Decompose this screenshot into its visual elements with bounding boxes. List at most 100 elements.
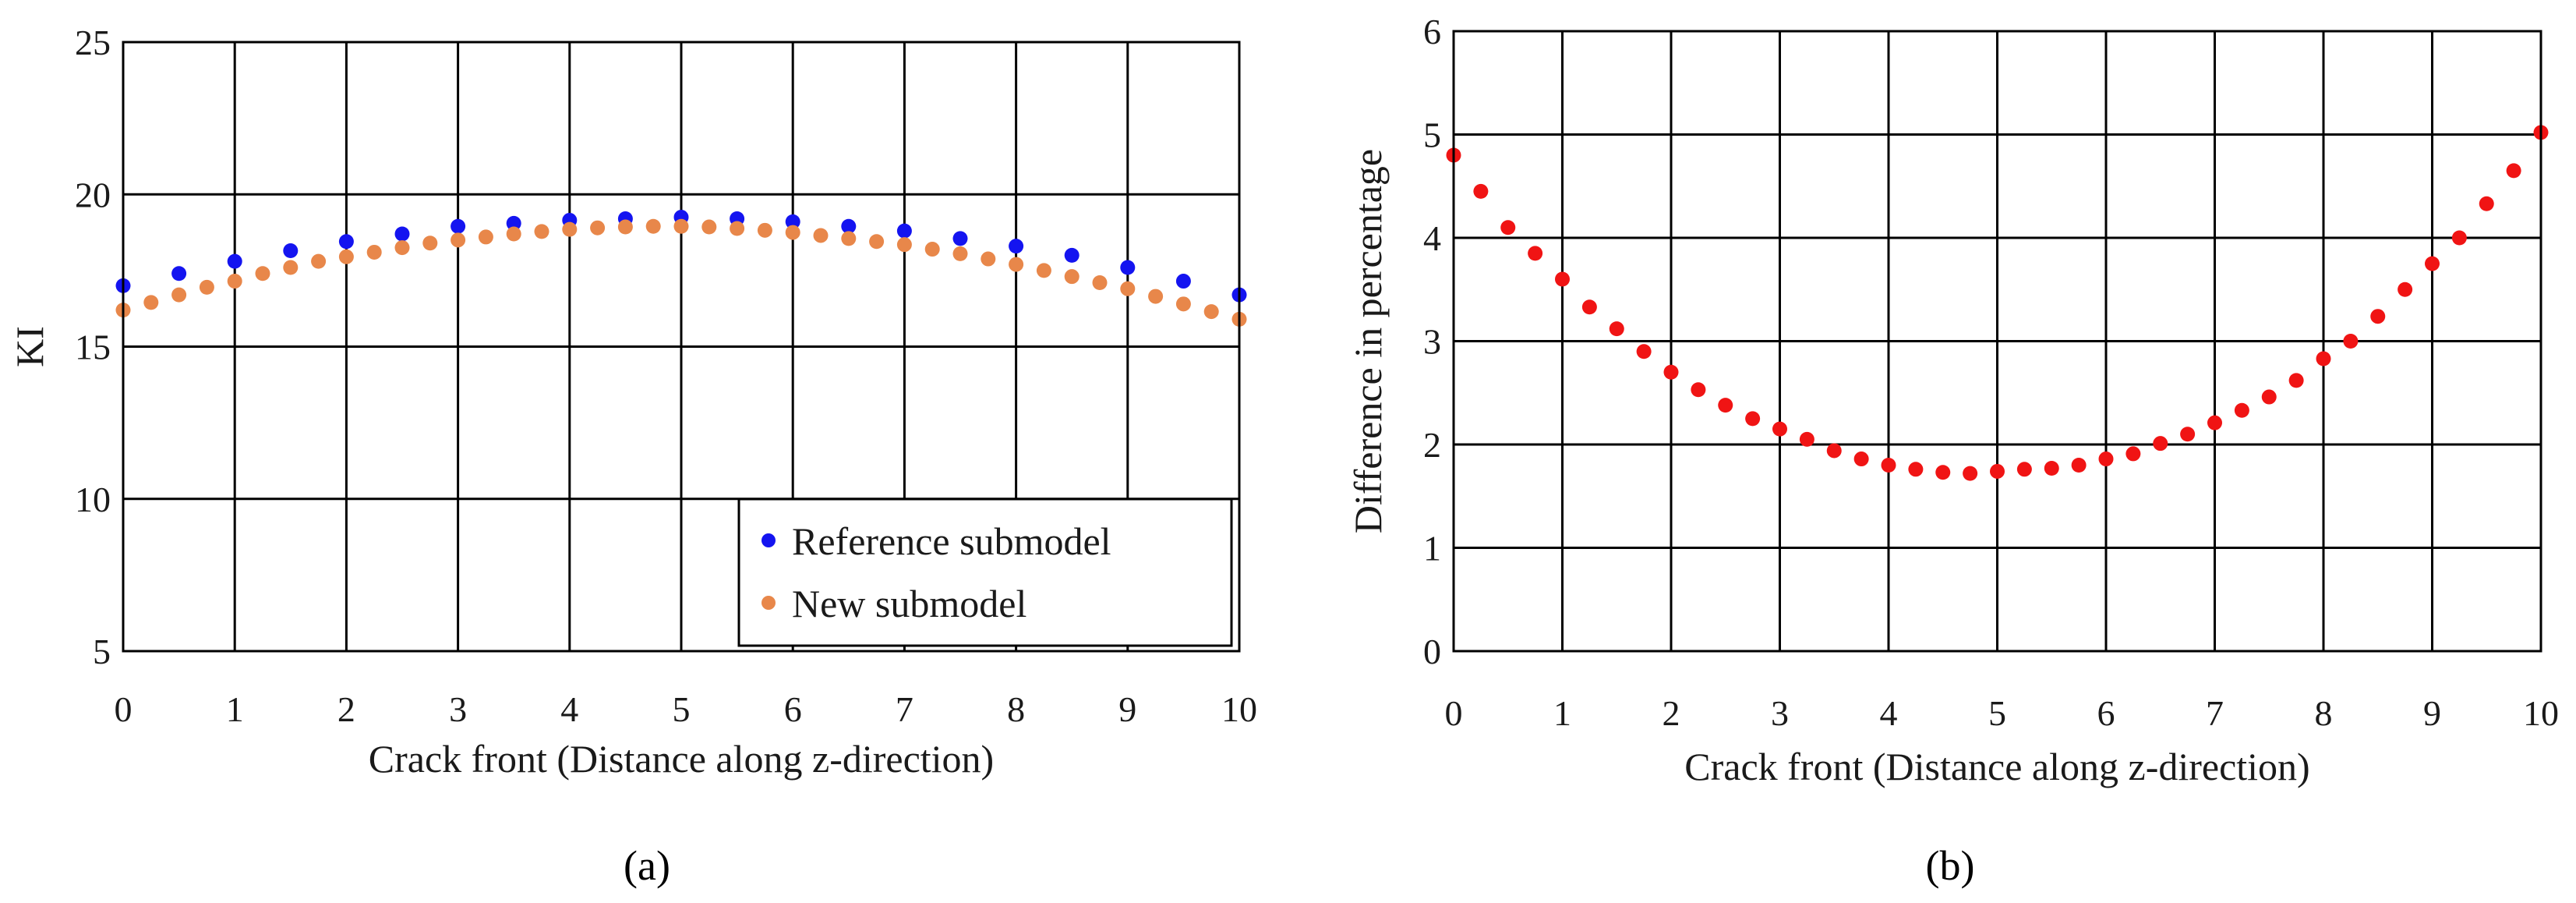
chart-b-point-difference xyxy=(2479,196,2494,211)
chart-b-point-difference xyxy=(2207,415,2222,430)
chart-b-point-difference xyxy=(2370,309,2386,324)
chart-b-point-difference xyxy=(1528,246,1543,261)
chart-b-y-tick-label: 5 xyxy=(1423,115,1441,155)
chart-a-point-new xyxy=(617,219,633,235)
chart-b-tick-labels: 0 1 2 3 4 5 6 7 8 9 10 0 1 2 3 4 5 6 xyxy=(1423,12,2559,733)
chart-b-x-tick-label: 0 xyxy=(1445,693,1463,733)
chart-a-legend: Reference submodel New submodel xyxy=(737,498,1233,647)
chart-b-point-difference xyxy=(1663,364,1679,380)
chart-a-point-new xyxy=(422,235,438,251)
chart-a-x-tick-label: 3 xyxy=(449,689,467,729)
chart-a-point-reference xyxy=(338,234,354,250)
chart-a-y-tick-label: 20 xyxy=(75,175,111,214)
chart-b-x-tick-label: 8 xyxy=(2315,693,2333,733)
chart-a-point-new xyxy=(1203,304,1219,320)
chart-a-point-reference xyxy=(952,231,968,246)
chart-b-point-difference xyxy=(1908,462,1924,477)
chart-a-point-new xyxy=(645,218,661,234)
chart-b-y-tick-label: 4 xyxy=(1423,218,1441,258)
chart-b-point-difference xyxy=(2153,436,2168,452)
chart-a-x-tick-label: 9 xyxy=(1118,689,1136,729)
chart-b-x-tick-label: 7 xyxy=(2206,693,2224,733)
chart-a-y-axis-title: KI xyxy=(8,326,51,367)
chart-a-point-reference xyxy=(1009,239,1024,254)
chart-a-x-tick-label: 0 xyxy=(115,689,133,729)
chart-a-point-new xyxy=(1175,296,1191,312)
chart-a-point-new xyxy=(451,232,466,248)
chart-a-y-tick-label: 5 xyxy=(93,632,111,671)
chart-a-tick-labels: 0 1 2 3 4 5 6 7 8 9 10 5 10 15 20 25 xyxy=(75,23,1257,729)
chart-b-y-tick-label: 0 xyxy=(1423,632,1441,671)
legend-label-new: New submodel xyxy=(792,582,1027,625)
chart-b-point-difference xyxy=(1826,443,1842,459)
chart-a-point-new xyxy=(701,219,717,235)
chart-a-point-new xyxy=(478,229,493,245)
chart-b: 0 1 2 3 4 5 6 7 8 9 10 0 1 2 3 4 5 6 Crack front (Distanc… xyxy=(1346,12,2559,889)
chart-b-panel-label: (b) xyxy=(1926,842,1975,889)
chart-b-x-tick-label: 6 xyxy=(2097,693,2115,733)
chart-b-x-tick-label: 4 xyxy=(1880,693,1898,733)
chart-a-x-tick-label: 7 xyxy=(896,689,913,729)
chart-a-x-tick-label: 6 xyxy=(784,689,802,729)
chart-b-x-tick-label: 3 xyxy=(1771,693,1789,733)
chart-a-y-tick-label: 10 xyxy=(75,480,111,519)
chart-a-x-tick-label: 5 xyxy=(673,689,691,729)
chart-b-point-difference xyxy=(1718,398,1733,413)
legend-label-reference: Reference submodel xyxy=(792,519,1111,563)
chart-b-x-tick-label: 9 xyxy=(2423,693,2441,733)
chart-b-point-difference xyxy=(2044,460,2059,476)
chart-a-x-tick-label: 8 xyxy=(1007,689,1025,729)
chart-b-point-difference xyxy=(2098,452,2114,467)
chart-b-x-axis-title: Crack front (Distance along z-direction) xyxy=(1684,745,2309,788)
chart-a-plot-frame xyxy=(122,41,1241,653)
chart-a-point-new xyxy=(673,218,689,234)
chart-a-point-new xyxy=(981,251,996,267)
chart-a-point-new xyxy=(590,220,606,235)
chart-a-point-new xyxy=(841,231,857,246)
chart-b-point-difference xyxy=(1609,321,1624,337)
chart-b-point-difference xyxy=(1581,299,1597,315)
chart-a-point-new xyxy=(283,260,299,275)
chart-a-point-new xyxy=(1036,263,1051,278)
chart-b-point-difference xyxy=(1500,220,1516,235)
chart-a-point-new xyxy=(338,249,354,264)
chart-a-point-new xyxy=(1009,257,1024,272)
chart-b-y-tick-label: 3 xyxy=(1423,322,1441,362)
chart-a-point-new xyxy=(255,266,270,282)
chart-b-grid xyxy=(1452,30,2542,653)
chart-b-point-difference xyxy=(1881,458,1896,473)
chart-b-point-difference xyxy=(2398,282,2413,297)
chart-a-point-new xyxy=(869,234,885,250)
chart-b-point-difference xyxy=(1935,465,1951,480)
chart-a-x-tick-label: 2 xyxy=(337,689,355,729)
chart-a-y-tick-label: 25 xyxy=(75,23,111,62)
chart-a-point-new xyxy=(394,240,410,256)
chart-a-point-new xyxy=(785,225,800,240)
chart-a-point-new xyxy=(1120,281,1136,296)
chart-a-point-new xyxy=(1148,289,1164,304)
chart-b-y-tick-label: 2 xyxy=(1423,425,1441,465)
chart-a-point-reference xyxy=(171,266,187,282)
chart-b-point-difference xyxy=(2180,427,2196,442)
chart-b-y-tick-label: 6 xyxy=(1423,12,1441,51)
chart-a-point-reference xyxy=(283,243,299,258)
chart-b-point-difference xyxy=(1555,271,1570,287)
chart-a-point-new xyxy=(924,242,940,257)
chart-a-point-new xyxy=(227,274,242,289)
chart-a-x-axis-title: Crack front (Distance along z-direction) xyxy=(369,737,994,781)
chart-b-point-difference xyxy=(2316,351,2331,367)
chart-b-point-difference xyxy=(2288,373,2304,388)
chart-b-point-difference xyxy=(2343,334,2359,349)
chart-a-point-reference xyxy=(1064,247,1080,263)
chart-b-x-tick-label: 10 xyxy=(2523,693,2559,733)
legend-box xyxy=(737,498,1233,647)
chart-a-point-reference xyxy=(506,215,521,231)
chart-a-point-reference xyxy=(1175,274,1191,289)
chart-a-panel-label: (a) xyxy=(624,842,670,889)
chart-a-point-new xyxy=(896,237,912,253)
chart-b-point-difference xyxy=(2071,458,2087,473)
chart-a-point-new xyxy=(952,246,968,261)
chart-a-point-reference xyxy=(841,218,857,234)
chart-a-point-reference xyxy=(451,218,466,234)
